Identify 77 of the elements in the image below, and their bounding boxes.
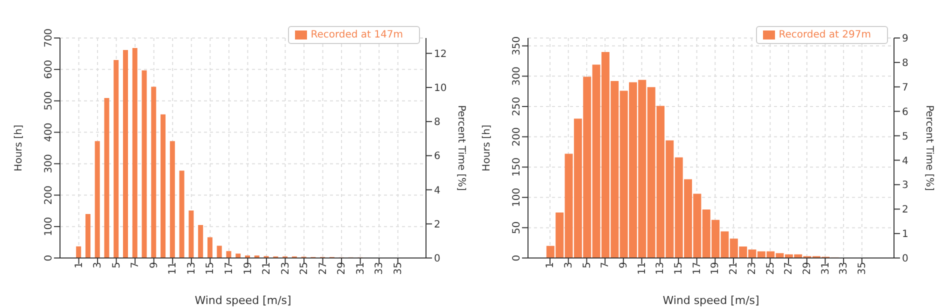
y2-tick-label: 0	[434, 254, 440, 265]
y2-tick-label: 2	[434, 219, 440, 230]
x-tick-label: 33	[838, 262, 850, 275]
y2-tick-label: 8	[434, 117, 440, 128]
y-tick-label: 200	[44, 186, 55, 205]
y2-tick-label: 6	[902, 106, 908, 118]
x-tick-label: 7	[600, 262, 612, 268]
x-tick-label: 5	[111, 262, 122, 268]
x-tick-label: 35	[392, 262, 404, 275]
x-tick-label: 9	[148, 262, 160, 268]
y-tick-label: 350	[512, 36, 523, 56]
x-tick-label: 3	[563, 262, 574, 268]
y2-tick-label: 6	[434, 151, 440, 162]
y2-tick-label: 1	[902, 229, 908, 240]
x-tick-label: 9	[618, 262, 630, 268]
y-tick-label: 250	[512, 96, 523, 116]
x-tick-label: 21	[262, 262, 273, 275]
x-tick-label: 31	[820, 262, 832, 275]
x-tick-label: 27	[318, 262, 329, 275]
x-tick-label: 33	[374, 262, 386, 275]
x-tick-label: 29	[336, 262, 348, 275]
x-tick-label: 25	[299, 262, 310, 275]
y-tick-label: 50	[512, 221, 523, 234]
x-tick-label: 11	[636, 262, 648, 275]
y2-axis-title: Percent Time [%]	[923, 105, 934, 191]
y2-tick-label: 5	[902, 131, 908, 142]
legend-label: Recorded at 297m	[778, 30, 871, 41]
x-tick-label: 21	[728, 262, 740, 275]
y2-tick-label: 9	[902, 34, 908, 45]
x-tick-label: 15	[205, 262, 216, 275]
y-axis-title: Hours [h]	[14, 124, 25, 172]
y2-tick-label: 12	[434, 48, 447, 60]
x-axis-title: Wind speed [m/s]	[662, 294, 760, 307]
x-tick-label: 11	[168, 262, 179, 275]
y-tick-label: 300	[44, 154, 55, 174]
x-tick-label: 1	[545, 262, 556, 268]
y-tick-label: 100	[44, 217, 55, 236]
x-tick-label: 15	[674, 262, 685, 275]
y2-tick-label: 2	[902, 204, 908, 216]
x-tick-label: 5	[582, 262, 593, 268]
y-tick-label: 200	[512, 127, 523, 146]
x-tick-label: 19	[710, 262, 722, 275]
y-tick-label: 0	[512, 254, 523, 262]
x-tick-label: 29	[802, 262, 813, 275]
x-axis-title: Wind speed [m/s]	[194, 294, 292, 307]
y-axis-title: Hours [h]	[482, 124, 493, 172]
x-tick-label: 31	[355, 262, 366, 275]
x-tick-label: 3	[92, 262, 104, 268]
x-tick-label: 7	[130, 262, 142, 268]
y2-tick-label: 10	[434, 83, 447, 94]
y2-tick-label: 4	[434, 185, 440, 196]
y2-tick-label: 4	[902, 156, 908, 167]
y2-tick-label: 3	[902, 180, 908, 192]
x-tick-label: 25	[765, 262, 776, 275]
x-tick-label: 35	[856, 262, 868, 275]
legend-label: Recorded at 147m	[310, 30, 403, 41]
y-tick-label: 0	[44, 254, 55, 262]
y-tick-label: 400	[44, 122, 55, 142]
y-tick-label: 500	[44, 91, 55, 110]
y2-tick-label: 7	[902, 82, 908, 94]
y-tick-label: 600	[44, 60, 55, 79]
x-tick-label: 13	[186, 262, 198, 275]
x-tick-label: 17	[224, 262, 236, 275]
x-tick-label: 13	[655, 262, 666, 275]
x-tick-label: 23	[280, 262, 292, 275]
x-tick-label: 19	[242, 262, 254, 275]
x-tick-label: 17	[692, 262, 703, 275]
y2-axis-title: Percent Time [%]	[455, 105, 466, 191]
y2-tick-label: 8	[902, 58, 908, 69]
y-tick-label: 300	[512, 66, 523, 86]
y-tick-label: 700	[44, 28, 55, 48]
x-tick-label: 27	[784, 262, 795, 275]
x-tick-label: 1	[74, 262, 85, 268]
x-tick-label: 23	[746, 262, 758, 275]
y-tick-label: 100	[512, 188, 523, 207]
y-tick-label: 150	[512, 158, 523, 177]
y2-tick-label: 0	[902, 254, 908, 265]
